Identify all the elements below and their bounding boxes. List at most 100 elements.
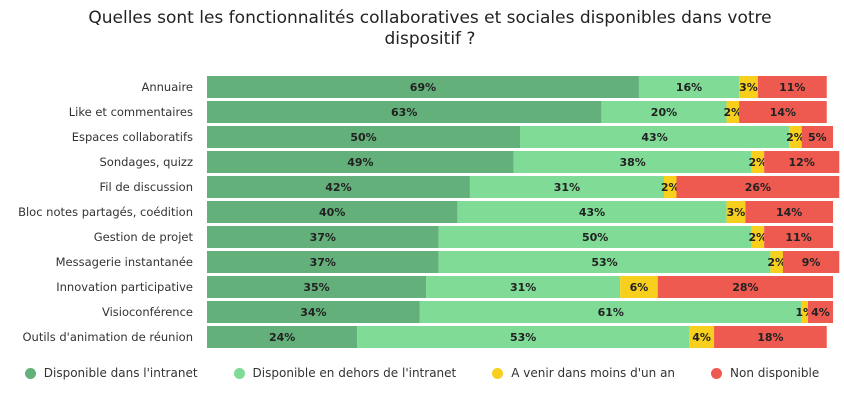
data-label: 63% <box>391 106 417 119</box>
data-label: 2% <box>749 156 768 169</box>
legend-swatch <box>24 367 36 379</box>
data-label: 61% <box>598 306 624 319</box>
data-label: 16% <box>676 81 702 94</box>
bar-segment <box>438 226 752 248</box>
bar-segment <box>751 226 765 248</box>
bar-segment <box>207 76 639 98</box>
bar-segment <box>469 176 664 198</box>
data-label: 42% <box>325 181 351 194</box>
bar-segment <box>801 126 833 148</box>
category-label: Espaces collaboratifs <box>72 130 193 144</box>
bar-segment <box>513 151 752 173</box>
bar-segment <box>207 301 420 323</box>
bar-segment <box>207 276 427 298</box>
bar-segment <box>751 151 765 173</box>
legend-item: Non disponible <box>711 366 819 380</box>
data-label: 6% <box>630 281 649 294</box>
data-label: 69% <box>410 81 436 94</box>
data-label: 31% <box>554 181 580 194</box>
data-label: 20% <box>651 106 677 119</box>
bar-segment <box>620 276 658 298</box>
category-label: Messagerie instantanée <box>56 255 193 269</box>
data-label: 12% <box>789 156 815 169</box>
bar-segment <box>207 126 520 148</box>
bar-segment <box>426 276 621 298</box>
data-label: 3% <box>739 81 758 94</box>
data-label: 40% <box>319 206 345 219</box>
bar-segment <box>757 76 827 98</box>
data-label: 24% <box>269 331 295 344</box>
category-label: Visioconférence <box>102 305 193 319</box>
bar-segment <box>457 201 727 223</box>
legend-swatch <box>492 367 504 379</box>
legend-label: Non disponible <box>730 366 820 380</box>
bar-segment <box>764 226 833 248</box>
legend-label: A venir dans moins d'un an <box>511 366 676 380</box>
legend: Disponible dans l'intranet Disponible en … <box>0 366 844 380</box>
category-label: Innovation participative <box>56 280 193 294</box>
bar-segment <box>357 326 690 348</box>
data-label: 2% <box>767 256 786 269</box>
category-label: Like et commentaires <box>69 105 193 119</box>
data-label: 37% <box>310 256 336 269</box>
data-label: 26% <box>745 181 771 194</box>
data-label: 5% <box>808 131 827 144</box>
chart-title: Quelles sont les fonctionnalités collabo… <box>88 8 772 49</box>
data-label: 53% <box>510 331 536 344</box>
legend-label: Disponible dans l'intranet <box>43 366 198 380</box>
category-label: Annuaire <box>141 80 193 94</box>
data-label: 4% <box>811 306 830 319</box>
bar-segment <box>726 101 740 123</box>
data-label: 9% <box>802 256 821 269</box>
data-label: 14% <box>776 206 802 219</box>
data-label: 11% <box>779 81 805 94</box>
data-label: 2% <box>786 131 805 144</box>
data-label: 34% <box>300 306 326 319</box>
legend-item: A venir dans moins d'un an <box>492 366 675 380</box>
category-label: Outils d'animation de réunion <box>23 330 194 344</box>
data-label: 43% <box>641 131 667 144</box>
bar-segment <box>770 251 783 273</box>
legend-swatch <box>233 367 245 379</box>
bar-segment <box>207 101 602 123</box>
legend-label: Disponible en dehors de l'intranet <box>252 366 457 380</box>
data-label: 38% <box>620 156 646 169</box>
data-label: 2% <box>661 181 680 194</box>
bar-segment <box>745 201 833 223</box>
legend-item: Disponible en dehors de l'intranet <box>233 366 457 380</box>
data-label: 2% <box>749 231 768 244</box>
bar-segment <box>207 176 470 198</box>
bar-segment <box>207 226 439 248</box>
bar-segment <box>689 326 715 348</box>
data-label: 4% <box>692 331 711 344</box>
bar-segment <box>782 251 840 273</box>
bar-segment <box>739 101 827 123</box>
bar-segment <box>601 101 727 123</box>
bar-segment <box>207 151 514 173</box>
bar-segment <box>726 201 746 223</box>
bar-segment <box>638 76 740 98</box>
bar-segment <box>520 126 790 148</box>
bar-segment <box>764 151 840 173</box>
legend-swatch <box>711 367 723 379</box>
data-label: 50% <box>582 231 608 244</box>
bar-segment <box>789 126 802 148</box>
bar-segment <box>714 326 827 348</box>
bar-segment <box>419 301 802 323</box>
bar-segment <box>207 201 458 223</box>
bar-segment <box>657 276 833 298</box>
data-label: 35% <box>303 281 329 294</box>
data-label: 50% <box>350 131 376 144</box>
bar-segment <box>676 176 840 198</box>
data-label: 28% <box>732 281 758 294</box>
bar-segment <box>807 301 833 323</box>
bar-segment <box>438 251 771 273</box>
category-label: Bloc notes partagés, coédition <box>18 205 193 219</box>
category-label: Fil de discussion <box>100 180 193 194</box>
data-label: 31% <box>510 281 536 294</box>
bar-segment <box>207 326 358 348</box>
legend-item: Disponible dans l'intranet <box>24 366 198 380</box>
bar-segment <box>663 176 677 198</box>
data-label: 11% <box>785 231 811 244</box>
data-label: 37% <box>310 231 336 244</box>
